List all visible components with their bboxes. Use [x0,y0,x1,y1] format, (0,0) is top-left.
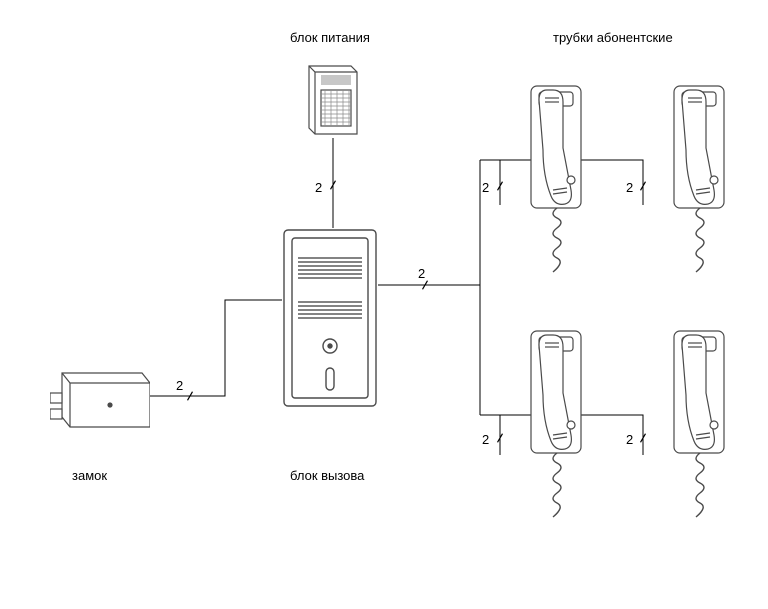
wire-tick [641,182,646,191]
wire-marker-handset-bl: 2 [482,432,489,447]
label-lock: замок [72,468,107,483]
device-handset-bottom-right [648,325,748,530]
wire-tick [188,392,193,401]
wire-tick [641,434,646,443]
wire-marker-handset-br: 2 [626,432,633,447]
call-unit-mic-icon [326,368,334,390]
device-lock [50,365,150,440]
device-call-unit [282,228,378,413]
label-power-supply: блок питания [290,30,370,45]
device-handset-top-left [505,80,605,285]
wire-tick [498,434,503,443]
wire-marker-handset-tl: 2 [482,180,489,195]
device-handset-bottom-left [505,325,605,530]
device-handset-top-right [648,80,748,285]
wire-tick [498,182,503,191]
wire-lock_to_call [150,300,282,396]
wire-tick [423,281,428,290]
wire-marker-lock: 2 [176,378,183,393]
label-handsets: трубки абонентские [553,30,673,45]
wire-marker-power: 2 [315,180,322,195]
device-power-supply [305,58,361,145]
label-call-unit: блок вызова [290,468,364,483]
wire-marker-bus: 2 [418,266,425,281]
wire-tick [331,181,336,190]
wire-marker-handset-tr: 2 [626,180,633,195]
